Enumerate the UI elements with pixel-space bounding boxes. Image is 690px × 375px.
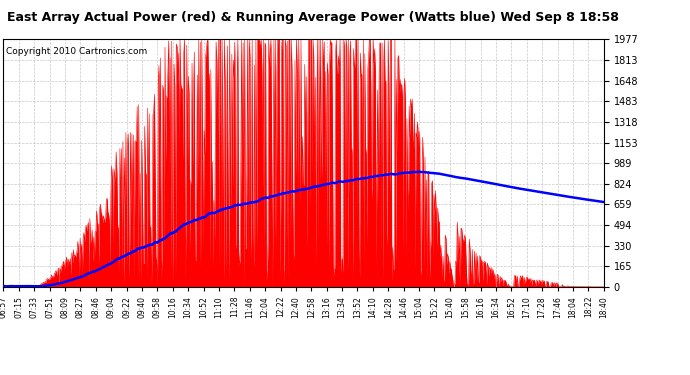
Text: Copyright 2010 Cartronics.com: Copyright 2010 Cartronics.com xyxy=(6,47,148,56)
Text: East Array Actual Power (red) & Running Average Power (Watts blue) Wed Sep 8 18:: East Array Actual Power (red) & Running … xyxy=(7,11,619,24)
